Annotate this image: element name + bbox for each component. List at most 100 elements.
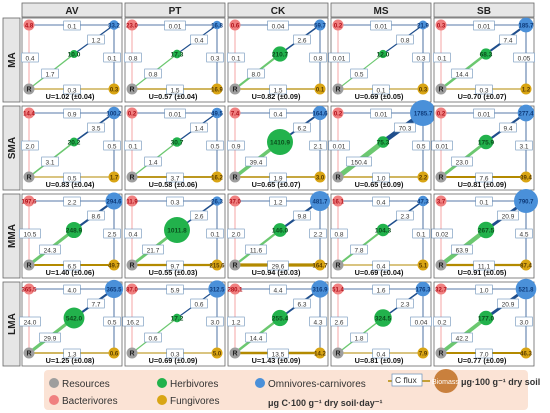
panel-lma-sb: 1.0 20.9 42.2 0.2 3.0 7.0 32.7 521.8 177.0 46.3 R U… bbox=[433, 278, 537, 367]
flux-label-resources-bacterivores: 0.01 bbox=[333, 143, 346, 150]
herbivores-node bbox=[478, 310, 494, 326]
herbivores-node-value: 30.7 bbox=[171, 139, 184, 146]
flux-label-herbivores-omnivores: 6.2 bbox=[297, 125, 306, 132]
herbivores-node bbox=[374, 309, 392, 327]
omnivores-node bbox=[107, 106, 121, 120]
flux-label-herbivores-omnivores-box bbox=[499, 34, 517, 45]
resources-node-label: R bbox=[335, 263, 340, 270]
bacterivores-node bbox=[435, 283, 447, 295]
bacterivores-node bbox=[23, 107, 35, 119]
u-value: U=0.69 (±0.05) bbox=[355, 92, 404, 101]
resources-node-label: R bbox=[26, 87, 31, 94]
bacterivores-node-value: 280.1 bbox=[227, 287, 243, 293]
omnivores-node-value: 26.3 bbox=[211, 199, 223, 205]
resources-node bbox=[126, 347, 138, 359]
flux-label-herbivores-omnivores-box bbox=[394, 122, 416, 133]
flux-label-resources-fungivores-box bbox=[372, 260, 390, 271]
column-header-av bbox=[21, 2, 123, 18]
flux-label-fungivores-omnivores-box bbox=[515, 228, 533, 239]
fungivores-node bbox=[520, 259, 532, 271]
flux-label-resources-bacterivores-box bbox=[227, 228, 245, 239]
omnivores-node bbox=[212, 20, 222, 30]
omnivores-node-value: 164.6 bbox=[312, 111, 328, 117]
herbivores-node-value: 146.0 bbox=[272, 227, 289, 234]
row-header-sma bbox=[2, 105, 21, 191]
flux-label-bacterivores-omnivores-box bbox=[166, 284, 184, 295]
omnivores-node bbox=[314, 19, 326, 31]
bacterivores-node bbox=[229, 195, 241, 207]
flux-label-bacterivores-omnivores-box bbox=[269, 196, 287, 207]
resources-node bbox=[435, 171, 447, 183]
panel-sma-ck: 0.4 6.2 39.4 0.9 2.1 1.9 7.4 164.6 1410.9 3.0 R U=0… bbox=[227, 105, 329, 191]
legend-herbivores-label: Herbivores bbox=[170, 379, 218, 390]
flux-label-resources-fungivores-box bbox=[269, 172, 287, 183]
flux-label-herbivores-omnivores: 2.3 bbox=[400, 213, 409, 220]
flux-label-resources-fungivores: 1.3 bbox=[67, 351, 76, 358]
column-header-label: PT bbox=[169, 6, 182, 17]
bacterivores-node bbox=[126, 283, 138, 295]
flux-label-resources-herbivores: 1.8 bbox=[354, 335, 363, 342]
u-value: U=0.65 (±0.09) bbox=[355, 180, 404, 189]
flux-label-resources-herbivores-box bbox=[451, 68, 473, 79]
fungivores-node bbox=[108, 347, 120, 359]
flux-label-herbivores-omnivores: 7.7 bbox=[91, 301, 100, 308]
flux-label-bacterivores-omnivores-box bbox=[267, 20, 289, 31]
panel-sma-pt: 0.01 1.4 1.4 0.1 0.5 3.7 0.2 49.5 30.7 16.2 R U=0.5… bbox=[124, 105, 226, 191]
panel-lma-ms: 1.6 2.3 1.8 2.6 0.04 0.4 51.4 176.3 324.5 7.9 R U=0… bbox=[330, 281, 432, 367]
flux-label-resources-herbivores: 3.1 bbox=[45, 159, 54, 166]
flux-label-herbivores-omnivores-box bbox=[497, 298, 519, 309]
omnivores-node bbox=[410, 100, 436, 126]
column-header-label: MS bbox=[374, 6, 389, 17]
flux-label-resources-bacterivores: 0.9 bbox=[231, 143, 240, 150]
flux-label-resources-herbivores: 0.8 bbox=[148, 71, 157, 78]
flux-label-bacterivores-omnivores: 0.4 bbox=[376, 199, 385, 206]
flux-label-bacterivores-omnivores-box bbox=[372, 284, 390, 295]
flux-label-resources-herbivores: 150.4 bbox=[351, 159, 368, 166]
flux-label-bacterivores-omnivores: 0.3 bbox=[170, 199, 179, 206]
fungivores-node bbox=[417, 259, 429, 271]
herbivores-node bbox=[477, 221, 495, 239]
flux-label-fungivores-omnivores: 4.5 bbox=[519, 231, 528, 238]
resources-node bbox=[332, 347, 344, 359]
resources-node-label: R bbox=[129, 175, 134, 182]
fungivores-node-value: 215.6 bbox=[209, 263, 225, 269]
u-value: U=0.91 (±0.05) bbox=[458, 268, 507, 277]
herbivores-node-value: 255.4 bbox=[272, 315, 289, 322]
flux-label-bacterivores-omnivores: 0.01 bbox=[478, 23, 491, 30]
flux-label-resources-fungivores-box bbox=[372, 172, 390, 183]
flux-label-fungivores-omnivores-box bbox=[206, 228, 224, 239]
flux-label-fungivores-omnivores: 0.04 bbox=[415, 319, 428, 326]
fungivores-node-value: 39.4 bbox=[520, 175, 532, 181]
bacterivores-node-value: 0.6 bbox=[231, 23, 240, 29]
flux-label-herbivores-omnivores: 1.2 bbox=[91, 37, 100, 44]
fungivores-node bbox=[211, 83, 223, 95]
omnivores-node-value: 59.7 bbox=[314, 23, 326, 29]
flux-label-resources-bacterivores: 0.4 bbox=[128, 231, 137, 238]
herbivores-node-value: 12.0 bbox=[377, 51, 390, 58]
flux-label-resources-herbivores: 1.4 bbox=[148, 159, 157, 166]
omnivores-node-value: 1785.7 bbox=[414, 111, 433, 117]
bacterivores-node-value: 0.2 bbox=[437, 111, 446, 117]
column-header-pt bbox=[124, 2, 226, 18]
flux-label-resources-bacterivores-box bbox=[124, 52, 142, 63]
flux-label-resources-herbivores-box bbox=[451, 332, 473, 343]
flux-label-resources-herbivores: 14.4 bbox=[456, 71, 469, 78]
flux-label-resources-bacterivores: 2.0 bbox=[231, 231, 240, 238]
bacterivores-node bbox=[435, 107, 447, 119]
flux-label-fungivores-omnivores-box bbox=[412, 140, 430, 151]
flux-label-herbivores-omnivores-box bbox=[293, 34, 311, 45]
flux-label-resources-bacterivores-box bbox=[227, 52, 245, 63]
omnivores-node bbox=[212, 196, 222, 206]
flux-label-fungivores-omnivores-box bbox=[410, 316, 432, 327]
flux-label-fungivores-omnivores: 0.3 bbox=[416, 55, 425, 62]
resources-node-label: R bbox=[232, 263, 237, 270]
flux-label-bacterivores-omnivores: 0.1 bbox=[67, 23, 76, 30]
flux-label-herbivores-omnivores-box bbox=[396, 210, 414, 221]
flux-label-bacterivores-omnivores-box bbox=[164, 20, 186, 31]
flux-label-herbivores-omnivores: 8.6 bbox=[91, 213, 100, 220]
fungivores-node bbox=[417, 171, 429, 183]
flux-label-resources-fungivores: 9.7 bbox=[170, 263, 179, 270]
bacterivores-node-value: 0.2 bbox=[334, 23, 343, 29]
herbivores-node-value: 1011.8 bbox=[167, 227, 187, 234]
omnivores-node bbox=[211, 107, 223, 119]
